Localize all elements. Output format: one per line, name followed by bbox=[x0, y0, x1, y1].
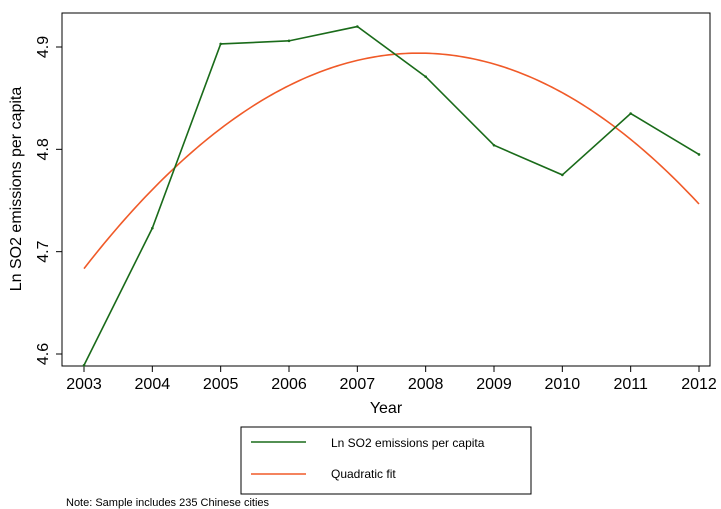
legend: Ln SO2 emissions per capita Quadratic fi… bbox=[240, 426, 532, 495]
emissions-point bbox=[219, 42, 222, 46]
y-tick-label: 4.6 bbox=[35, 343, 52, 365]
legend-box bbox=[240, 426, 532, 495]
x-tick-label: 2003 bbox=[66, 376, 102, 393]
x-tick-label: 2005 bbox=[203, 376, 239, 393]
x-axis: 2003 2004 2005 2006 2007 2008 2009 2010 2011 2012 bbox=[66, 366, 717, 393]
emissions-point bbox=[424, 75, 427, 78]
emissions-point bbox=[356, 25, 359, 28]
emissions-point bbox=[82, 363, 86, 367]
series-layer bbox=[82, 25, 701, 367]
y-tick-label: 4.8 bbox=[35, 138, 52, 160]
emissions-series-line bbox=[83, 25, 700, 366]
x-tick-label: 2010 bbox=[545, 376, 581, 393]
quadratic-fit-line bbox=[83, 52, 700, 270]
x-tick-label: 2006 bbox=[271, 376, 307, 393]
x-tick-label: 2011 bbox=[613, 376, 648, 393]
emissions-point bbox=[151, 226, 154, 230]
emissions-point bbox=[629, 112, 632, 115]
y-tick-label: 4.9 bbox=[35, 36, 52, 58]
emissions-point bbox=[287, 39, 291, 43]
x-tick-label: 2004 bbox=[135, 376, 171, 393]
emissions-point bbox=[561, 173, 564, 177]
x-tick-label: 2009 bbox=[476, 376, 512, 393]
x-axis-label: Year bbox=[370, 400, 403, 417]
y-axis: 4.6 4.7 4.8 4.9 bbox=[35, 36, 62, 365]
emissions-point bbox=[492, 143, 496, 147]
emissions-point bbox=[697, 153, 701, 156]
plot-area bbox=[61, 12, 711, 367]
x-tick-label: 2008 bbox=[408, 376, 444, 393]
y-tick-label: 4.7 bbox=[35, 240, 52, 262]
x-tick-label: 2012 bbox=[681, 376, 717, 393]
legend-label-fit: Quadratic fit bbox=[331, 467, 396, 481]
x-tick-label: 2007 bbox=[340, 376, 376, 393]
y-axis-label: Ln SO2 emissions per capita bbox=[8, 87, 25, 292]
legend-label-observed: Ln SO2 emissions per capita bbox=[331, 436, 485, 450]
footnote: Note: Sample includes 235 Chinese cities bbox=[66, 497, 270, 509]
